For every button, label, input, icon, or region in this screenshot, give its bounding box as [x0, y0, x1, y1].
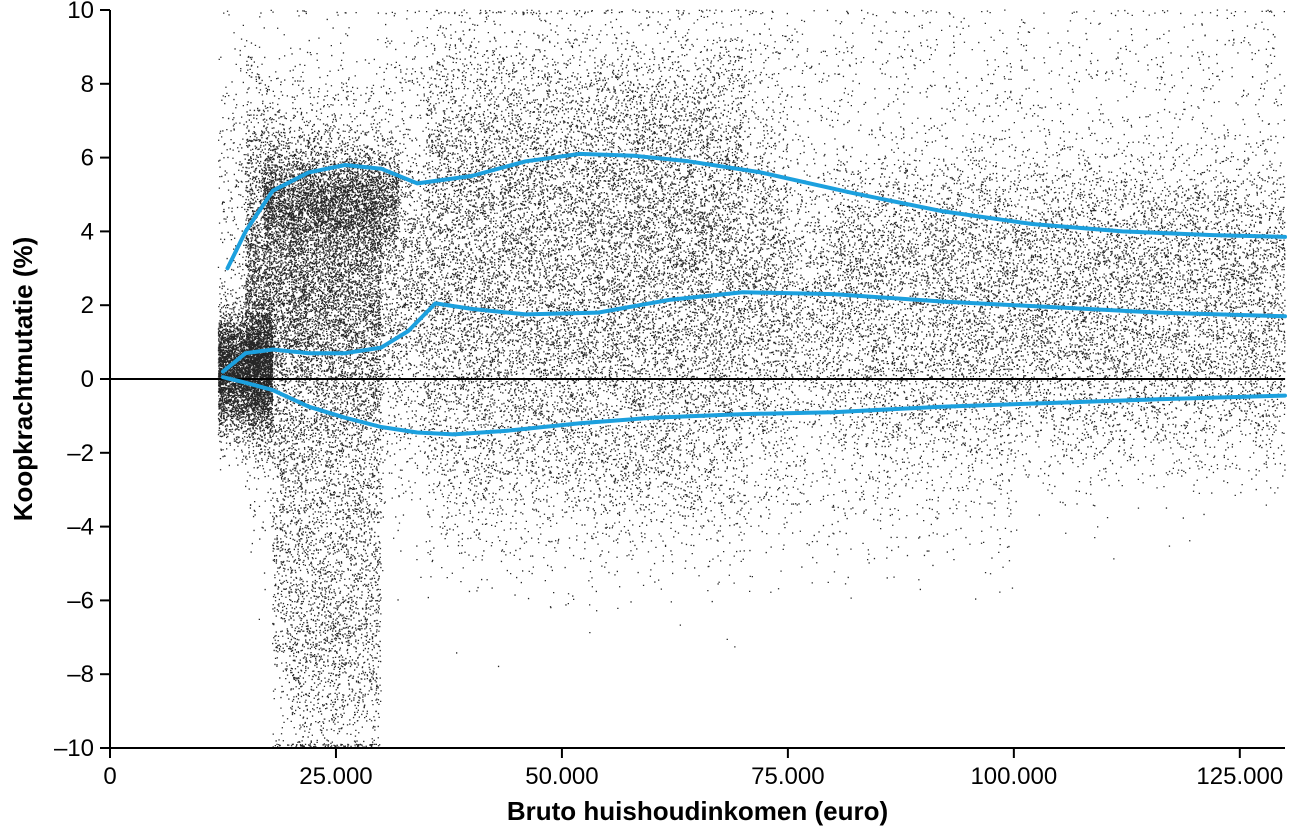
- y-tick-label: –2: [67, 440, 94, 467]
- x-tick-label: 75.000: [751, 763, 824, 790]
- x-tick-label: 50.000: [525, 763, 598, 790]
- y-tick-label: 4: [81, 218, 94, 245]
- chart-svg: –10 –8 –6 –4 –2 0 2 4 6 8 10 0 25.000 50.000 75.000 100…: [0, 0, 1299, 835]
- y-tick-label: 2: [81, 292, 94, 319]
- trend-median: [223, 292, 1285, 371]
- x-tick-label: 0: [103, 763, 116, 790]
- y-tick-label: 6: [81, 145, 94, 172]
- y-tick-label: –6: [67, 587, 94, 614]
- y-tick-label: –4: [67, 514, 94, 541]
- y-tick-label: 8: [81, 71, 94, 98]
- x-tick-label: 25.000: [299, 763, 372, 790]
- y-tick-label: 10: [67, 0, 94, 24]
- axis-labels: Bruto huishoudinkomen (euro) Koopkrachtmu…: [8, 237, 888, 826]
- x-axis-label: Bruto huishoudinkomen (euro): [507, 796, 888, 826]
- y-axis-label: Koopkrachtmutatie (%): [8, 237, 38, 522]
- x-tick-label: 100.000: [970, 763, 1057, 790]
- scatter-chart: –10 –8 –6 –4 –2 0 2 4 6 8 10 0 25.000 50.000 75.000 100…: [0, 0, 1299, 835]
- y-tick-label: –8: [67, 661, 94, 688]
- y-tick-label: 0: [81, 366, 94, 393]
- x-tick-label: 125.000: [1196, 763, 1283, 790]
- y-tick-label: –10: [54, 735, 94, 762]
